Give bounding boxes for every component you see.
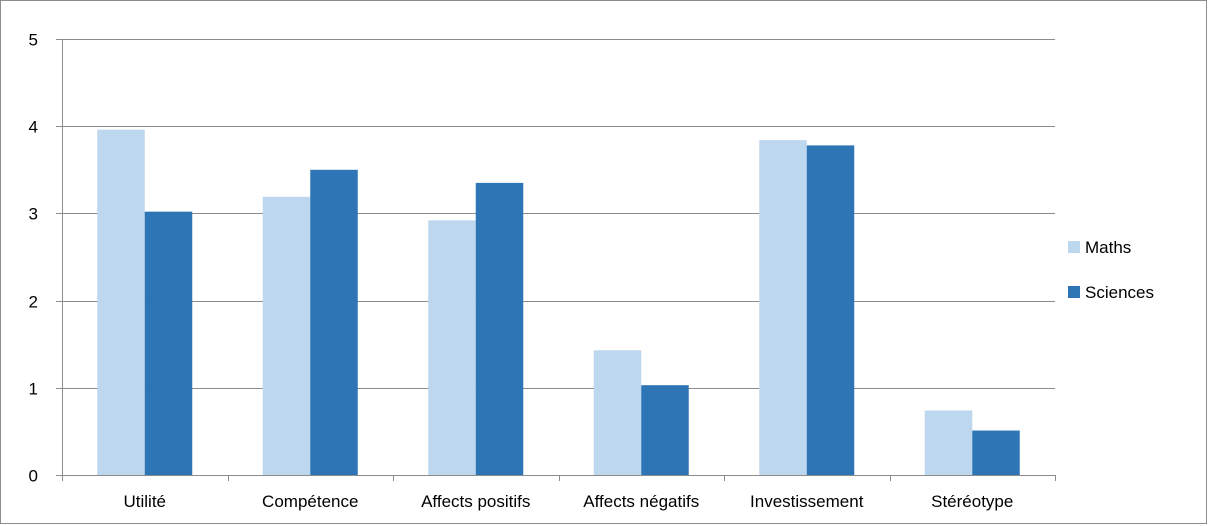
x-tick-label: Investissement — [750, 492, 864, 511]
bar-maths-6 — [924, 410, 973, 475]
bar-sciences-3 — [475, 182, 524, 475]
bar-maths-4 — [593, 350, 642, 475]
x-tick-label: Affects positifs — [421, 492, 530, 511]
bar-maths-2 — [262, 196, 311, 475]
y-tick-label: 4 — [29, 118, 38, 137]
bar-maths-1 — [97, 129, 145, 475]
x-tick-label: Stéréotype — [931, 492, 1013, 511]
axes: 0 1 2 3 4 5 Utilité Compétence Affects positifs A… — [29, 31, 1056, 511]
y-tick-label: 3 — [29, 205, 38, 224]
bar-sciences-6 — [972, 430, 1020, 475]
legend-label-maths: Maths — [1085, 238, 1131, 257]
bar-sciences-1 — [144, 211, 193, 475]
x-tick-label: Affects négatifs — [583, 492, 699, 511]
bar-maths-3 — [428, 220, 476, 475]
y-tick-label: 2 — [29, 293, 38, 312]
bar-maths-5 — [759, 140, 807, 475]
bar-sciences-5 — [806, 145, 855, 475]
legend-swatch-sciences — [1068, 286, 1080, 298]
legend-label-sciences: Sciences — [1085, 283, 1154, 302]
x-tick-label: Compétence — [262, 492, 358, 511]
bar-sciences-2 — [310, 169, 358, 476]
y-tick-label: 0 — [29, 467, 38, 486]
y-tick-label: 1 — [29, 380, 38, 399]
y-tick-label: 5 — [29, 31, 38, 50]
bars — [97, 129, 1020, 476]
legend: Maths Sciences — [1068, 238, 1154, 302]
bar-sciences-4 — [641, 385, 689, 475]
gridlines — [62, 39, 1055, 389]
legend-swatch-maths — [1068, 241, 1080, 253]
x-tick-label: Utilité — [123, 492, 166, 511]
